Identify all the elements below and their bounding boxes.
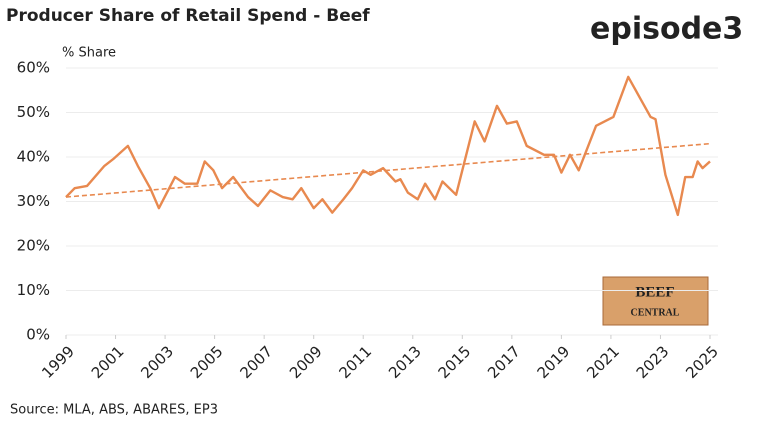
y-tick-label: 30% [17, 192, 50, 210]
x-tick-label: 2001 [88, 342, 128, 382]
y-tick-label: 40% [17, 148, 50, 166]
x-tick-label: 2021 [583, 342, 623, 382]
x-tick-label: 2009 [286, 342, 326, 382]
x-tick-label: 2013 [385, 342, 425, 382]
x-tick-label: 2017 [484, 342, 524, 382]
brand-logo: episode3 [590, 12, 743, 47]
x-tick-label: 2007 [236, 342, 276, 382]
x-tick-label: 2023 [633, 342, 673, 382]
badge-text: CENTRAL [631, 307, 680, 318]
x-tick-label: 2005 [187, 342, 227, 382]
y-tick-label: 0% [26, 326, 50, 344]
y-tick-label: 20% [17, 237, 50, 255]
x-tick-label: 2011 [336, 342, 376, 382]
trend-line [65, 142, 711, 198]
y-axis-label: % Share [62, 46, 116, 61]
chart-title: Producer Share of Retail Spend - Beef [6, 6, 370, 26]
y-tick-label: 60% [17, 59, 50, 77]
y-tick-label: 10% [17, 281, 50, 299]
y-tick-label: 50% [17, 103, 50, 121]
x-tick-label: 2003 [137, 342, 177, 382]
source-note: Source: MLA, ABS, ABARES, EP3 [10, 403, 218, 418]
badge-text: BEEF [635, 284, 674, 300]
x-tick-label: 1999 [38, 342, 78, 382]
beef-central-badge: BEEF CENTRAL [602, 276, 709, 326]
data-line [65, 75, 711, 217]
x-tick-label: 2015 [435, 342, 475, 382]
x-tick-label: 2019 [534, 342, 574, 382]
badge-background [602, 276, 709, 326]
x-tick-label: 2025 [682, 342, 722, 382]
